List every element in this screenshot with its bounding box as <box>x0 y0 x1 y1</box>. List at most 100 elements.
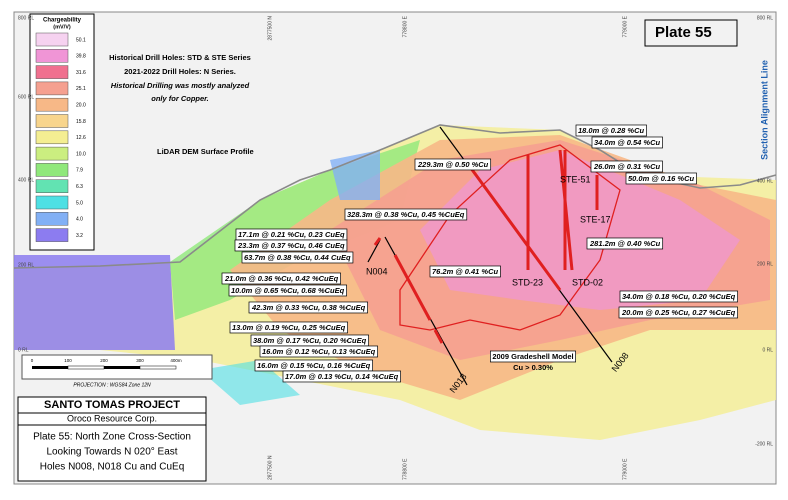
legend-label: 31.6 <box>76 70 86 76</box>
legend-swatch <box>35 163 69 177</box>
legend-swatch <box>35 49 69 63</box>
plate-box <box>644 19 738 47</box>
label: LiDAR DEM Surface Profile <box>157 147 254 156</box>
easting-label: 779000 E <box>622 458 628 480</box>
intercept-box <box>344 208 468 221</box>
intercept: 281.2m @ 0.40 %Cu <box>589 239 661 248</box>
legend-label: 4.0 <box>76 217 83 223</box>
legend-swatch <box>35 179 69 193</box>
legend-title: (mV/V) <box>53 24 71 30</box>
gradeshell <box>399 144 621 331</box>
scale-tick: 0 <box>31 358 34 363</box>
legend-swatch <box>35 114 69 128</box>
legend-label: 3.2 <box>76 233 83 239</box>
rl-label: 400 RL <box>18 177 34 183</box>
intercept: 42.3m @ 0.33 %Cu, 0.38 %CuEq <box>251 303 366 312</box>
gradeshell-label-box <box>490 350 576 363</box>
legend-swatch <box>35 195 69 210</box>
intercept-box <box>591 136 663 149</box>
rl-label: 200 RL <box>757 261 773 267</box>
intercept: 34.0m @ 0.18 %Cu, 0.20 %CuEq <box>622 292 736 301</box>
intercept: 328.3m @ 0.38 %Cu, 0.45 %CuEq <box>347 210 465 219</box>
plate: Plate 55 <box>655 24 712 41</box>
intercept-box <box>618 306 738 319</box>
legend-swatch <box>35 212 69 226</box>
intercept: 23.3m @ 0.37 %Cu, 0.46 CuEq <box>237 241 345 250</box>
project: SANTO TOMAS PROJECT <box>44 399 180 411</box>
hole-label: STD-02 <box>572 277 603 287</box>
intercept: 76.2m @ 0.41 %Cu <box>432 267 499 276</box>
intercept: 20.0m @ 0.25 %Cu, 0.27 %CuEq <box>621 308 736 317</box>
title-line: Plate 55: North Zone Cross-Section <box>33 432 191 443</box>
easting-label: 778800 E <box>402 458 408 480</box>
intercept: 16.0m @ 0.12 %Cu, 0.13 %CuEq <box>262 347 376 356</box>
scale-tick: 200 <box>100 358 108 363</box>
note: Historical Drill Holes: STD & STE Series <box>109 53 251 62</box>
intercept-box <box>586 237 664 250</box>
title-line: Looking Towards N 020° East <box>46 447 177 458</box>
intercept-box <box>221 272 341 285</box>
intercept-box <box>248 301 368 314</box>
intercept-box <box>575 124 647 137</box>
legend-swatch <box>35 130 69 145</box>
rl-label: -200 RL <box>755 441 773 447</box>
intercept: 17.1m @ 0.21 %Cu, 0.23 CuEq <box>238 230 345 239</box>
intercept: 63.7m @ 0.38 %Cu, 0.44 CuEq <box>244 253 351 262</box>
legend-label: 20.0 <box>76 103 86 109</box>
rl-label: 200 RL <box>18 262 34 268</box>
scale-bar <box>21 354 213 380</box>
legend-swatch <box>35 81 69 96</box>
legend-label: 39.8 <box>76 54 86 60</box>
easting-label: 2877500 N <box>267 16 273 41</box>
intercept: 13.0m @ 0.19 %Cu, 0.25 %CuEq <box>232 323 346 332</box>
intercept-box <box>590 160 663 173</box>
note: Historical Drilling was mostly analyzed <box>111 81 250 90</box>
rl-label: 800 RL <box>757 15 773 21</box>
scale-tick: 100 <box>64 358 72 363</box>
alignment: Section Alignment Line <box>759 60 769 160</box>
intercept: 50.0m @ 0.16 %Cu <box>628 174 695 183</box>
intercept-box <box>229 321 348 334</box>
legend: Chargeability(mV/V) 50.1 39.8 31.6 25.1 20.0 1… <box>29 13 95 251</box>
scale-tick: 400m <box>170 358 182 363</box>
intercept-box <box>228 284 347 297</box>
intercept-box <box>414 158 492 171</box>
intercept: 10.0m @ 0.65 %Cu, 0.68 %CuEq <box>231 286 345 295</box>
legend-label: 7.9 <box>76 168 83 174</box>
intercept-box <box>429 265 501 278</box>
rl-label: 0 RL <box>762 347 773 353</box>
hole-label: STE-51 <box>560 174 591 184</box>
legend-label: 10.0 <box>76 151 86 157</box>
intercept-box <box>282 370 401 383</box>
title-line: Holes N008, N018 Cu and CuEq <box>40 462 185 473</box>
legend-swatch <box>35 97 69 112</box>
intercept: 34.0m @ 0.54 %Cu <box>594 138 661 147</box>
hole-label: N004 <box>366 266 388 276</box>
legend-label: 5.0 <box>76 200 83 206</box>
legend-swatch <box>35 228 69 242</box>
note: only for Copper. <box>151 94 209 103</box>
intercept: 229.3m @ 0.50 %Cu <box>417 160 489 169</box>
rl-label: 400 RL <box>757 178 773 184</box>
intercept-box <box>625 172 697 185</box>
gradeshell-label: 2009 Gradeshell Model <box>492 352 573 361</box>
gradeshell-label: Cu > 0.30% <box>513 363 553 372</box>
easting-label: 778800 E <box>402 15 408 37</box>
legend-label: 12.6 <box>76 135 86 141</box>
legend-swatch <box>35 65 69 79</box>
hole-label: STE-17 <box>580 214 611 224</box>
intercept-box <box>619 290 738 303</box>
rl-label: 600 RL <box>18 94 34 100</box>
intervals <box>373 149 599 344</box>
intercept: 21.0m @ 0.36 %Cu, 0.42 %CuEq <box>224 274 339 283</box>
company: Oroco Resource Corp. <box>67 413 157 423</box>
projection: PROJECTION : WGS84 Zone 12N <box>73 382 151 388</box>
intercept-box <box>241 251 354 264</box>
note: 2021-2022 Drill Holes: N Series. <box>124 67 236 76</box>
legend-title: Chargeability <box>43 18 82 24</box>
hole-label: STD-23 <box>512 277 543 287</box>
intercept: 17.0m @ 0.13 %Cu, 0.14 %CuEq <box>285 372 399 381</box>
intercept-box <box>259 345 378 358</box>
intercept: 18.0m @ 0.28 %Cu <box>578 126 645 135</box>
